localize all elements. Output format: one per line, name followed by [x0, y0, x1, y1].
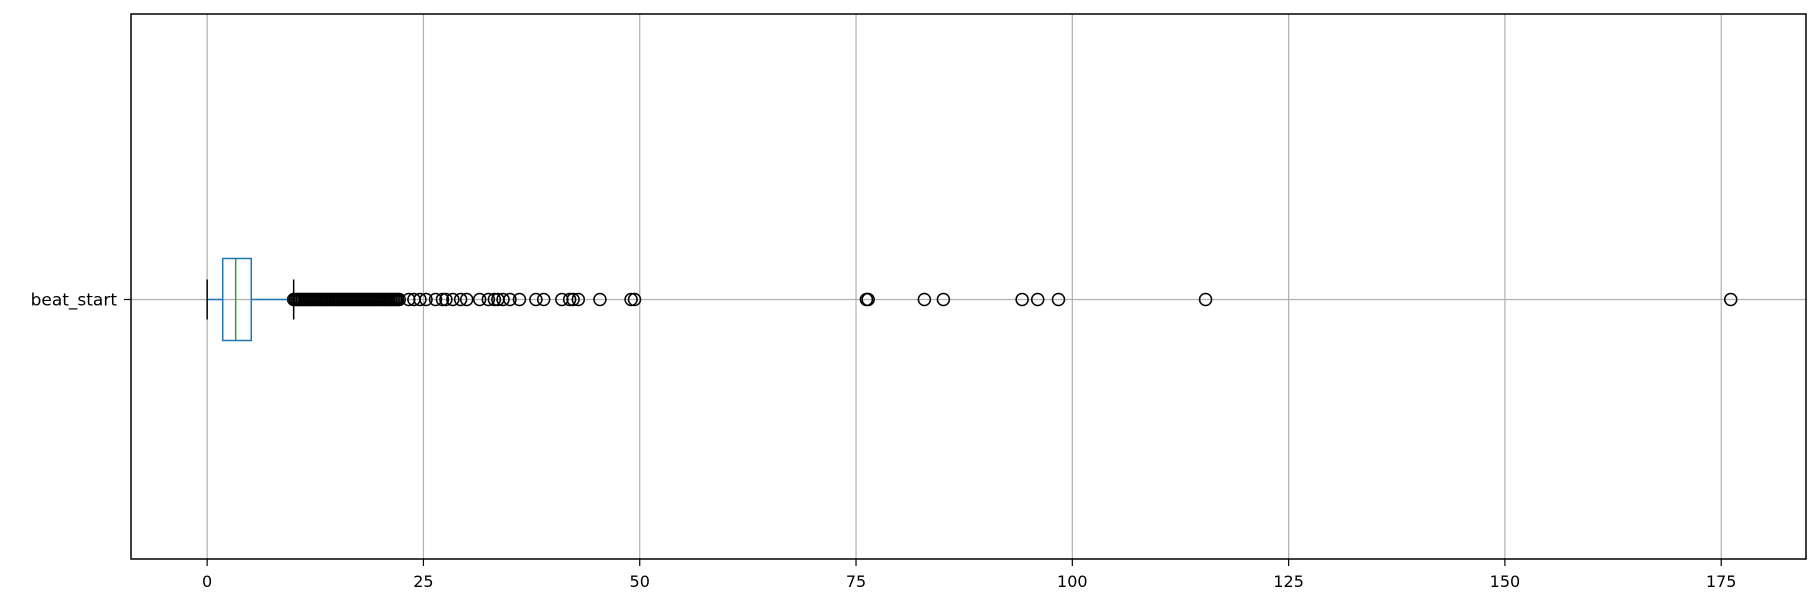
outlier-point: [512, 292, 527, 307]
outlier-point: [529, 292, 543, 307]
outlier-point: [1723, 292, 1738, 307]
x-tick-label: 50: [630, 572, 650, 591]
boxplot-group: [206, 257, 295, 342]
outlier-point: [624, 292, 638, 307]
x-axis: 0 25 50 75 100 125 150 175: [202, 559, 1736, 591]
outlier-point: [1051, 292, 1066, 307]
outlier-point: [401, 292, 416, 307]
outlier-point: [419, 292, 433, 307]
outlier-point: [593, 292, 607, 307]
outlier-point: [487, 292, 502, 307]
outlier-point: [392, 292, 406, 307]
x-tick-label: 75: [846, 572, 866, 591]
plot-frame: [130, 13, 1807, 560]
outlier-point: [1198, 292, 1213, 307]
outlier-point: [481, 292, 496, 307]
x-tick-label: 100: [1057, 572, 1088, 591]
outlier-point: [472, 292, 487, 307]
outlier-point: [936, 292, 951, 307]
outlier-point: [1030, 292, 1045, 307]
outlier-point: [536, 292, 551, 307]
outlier-point: [435, 292, 450, 307]
outlier-point: [503, 292, 517, 307]
outlier-point: [917, 292, 932, 307]
outlier-point: [555, 292, 569, 307]
x-tick-label: 25: [413, 572, 433, 591]
outlier-point: [439, 292, 453, 307]
y-axis: beat_start: [31, 291, 131, 311]
outlier-point: [627, 292, 642, 307]
outlier-point: [566, 292, 580, 307]
category-label: beat_start: [31, 291, 118, 311]
iqr-box: [221, 257, 253, 342]
outlier-point: [571, 292, 586, 307]
outlier-point: [428, 292, 443, 307]
x-tick-label: 125: [1273, 572, 1304, 591]
outlier-point: [861, 292, 875, 307]
outlier-point: [459, 292, 474, 307]
outlier-point: [562, 292, 577, 307]
outlier-points: [286, 292, 1738, 307]
outlier-point: [1015, 292, 1029, 307]
grid-lines: [131, 14, 1806, 559]
outlier-point: [446, 292, 460, 307]
outlier-point: [496, 292, 510, 307]
outlier-point: [453, 292, 468, 307]
x-tick-label: 150: [1490, 572, 1521, 591]
x-tick-label: 0: [202, 572, 212, 591]
x-tick-label: 175: [1706, 572, 1737, 591]
outlier-point: [413, 292, 427, 307]
